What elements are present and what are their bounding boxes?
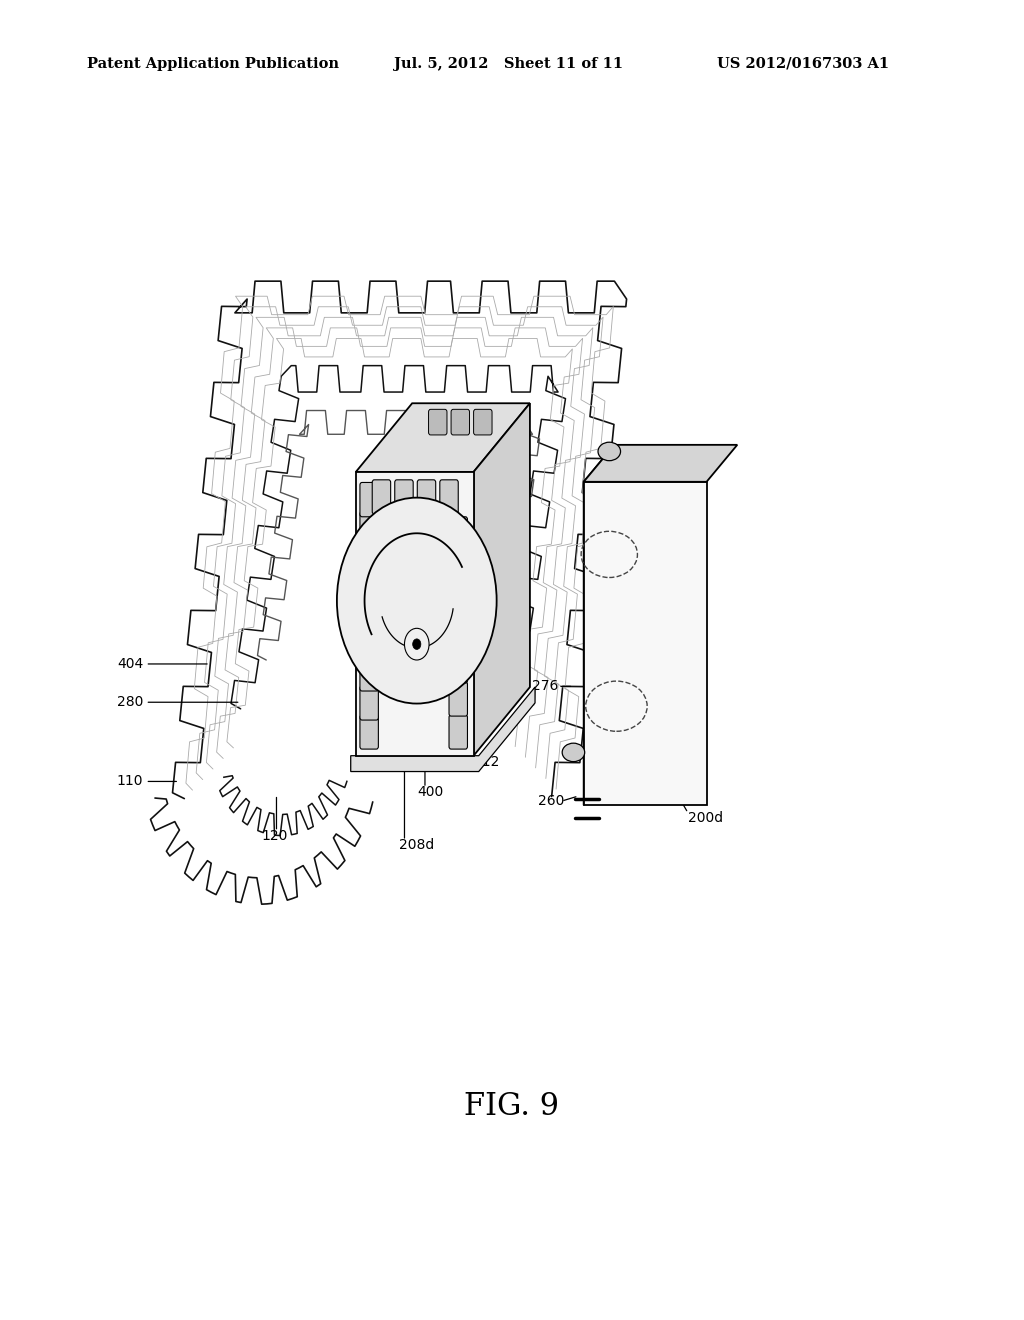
- Text: 400: 400: [418, 785, 444, 799]
- Polygon shape: [473, 403, 530, 755]
- Polygon shape: [584, 445, 737, 482]
- FancyBboxPatch shape: [360, 511, 379, 546]
- FancyBboxPatch shape: [360, 656, 379, 692]
- FancyBboxPatch shape: [360, 482, 379, 516]
- FancyBboxPatch shape: [449, 516, 467, 550]
- Polygon shape: [350, 686, 536, 771]
- FancyBboxPatch shape: [473, 409, 493, 434]
- Text: 110: 110: [117, 775, 143, 788]
- FancyBboxPatch shape: [418, 479, 436, 513]
- FancyBboxPatch shape: [449, 681, 467, 715]
- FancyBboxPatch shape: [449, 714, 467, 748]
- Polygon shape: [356, 403, 530, 471]
- FancyBboxPatch shape: [360, 714, 379, 748]
- Circle shape: [337, 498, 497, 704]
- Text: 404: 404: [117, 657, 143, 671]
- Text: Patent Application Publication: Patent Application Publication: [87, 57, 339, 71]
- FancyBboxPatch shape: [449, 549, 467, 583]
- Ellipse shape: [598, 442, 621, 461]
- Polygon shape: [584, 482, 707, 805]
- FancyBboxPatch shape: [452, 409, 470, 434]
- FancyBboxPatch shape: [449, 615, 467, 649]
- Text: 260: 260: [538, 795, 564, 808]
- FancyBboxPatch shape: [449, 648, 467, 682]
- Text: US 2012/0167303 A1: US 2012/0167303 A1: [717, 57, 889, 71]
- FancyBboxPatch shape: [429, 409, 447, 434]
- FancyBboxPatch shape: [440, 479, 459, 513]
- FancyBboxPatch shape: [360, 540, 379, 574]
- Circle shape: [413, 639, 421, 649]
- FancyBboxPatch shape: [360, 598, 379, 632]
- FancyBboxPatch shape: [360, 569, 379, 603]
- FancyBboxPatch shape: [395, 479, 414, 513]
- Polygon shape: [356, 471, 473, 755]
- Ellipse shape: [562, 743, 585, 762]
- Text: 208d: 208d: [399, 838, 434, 851]
- Text: Jul. 5, 2012   Sheet 11 of 11: Jul. 5, 2012 Sheet 11 of 11: [394, 57, 624, 71]
- Text: 212: 212: [473, 755, 500, 768]
- Text: 280: 280: [117, 696, 143, 709]
- FancyBboxPatch shape: [449, 582, 467, 616]
- Text: FIG. 9: FIG. 9: [465, 1090, 559, 1122]
- FancyBboxPatch shape: [360, 685, 379, 721]
- FancyBboxPatch shape: [360, 627, 379, 661]
- FancyBboxPatch shape: [373, 479, 391, 513]
- Circle shape: [404, 628, 429, 660]
- Text: 200d: 200d: [688, 812, 723, 825]
- Polygon shape: [584, 445, 614, 805]
- Text: 120: 120: [261, 829, 288, 842]
- Text: 276: 276: [532, 680, 559, 693]
- Text: 276: 276: [666, 462, 692, 475]
